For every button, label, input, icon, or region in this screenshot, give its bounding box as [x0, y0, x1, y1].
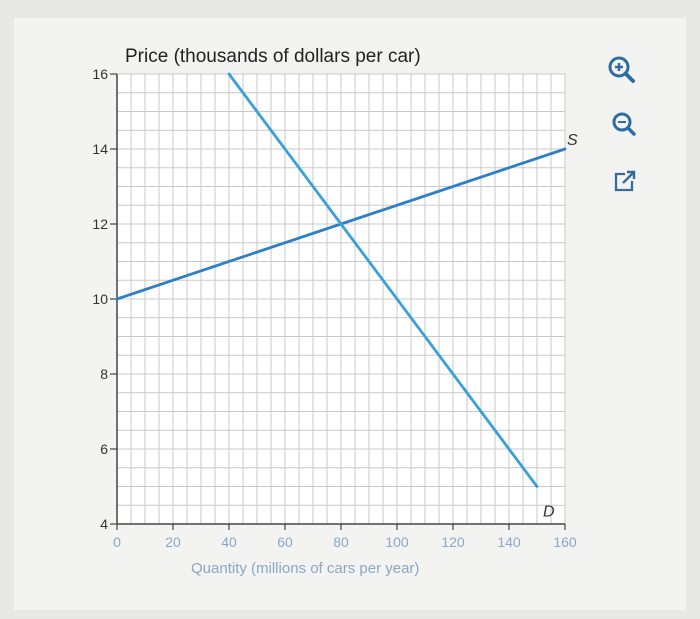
zoom-out-icon: [612, 112, 636, 136]
x-tick-label: 0: [113, 534, 121, 550]
y-tick-label: 12: [92, 216, 108, 232]
x-tick-label: 60: [277, 534, 293, 550]
y-tick-label: 6: [100, 441, 108, 457]
x-axis-label: Quantity (millions of cars per year): [191, 560, 419, 577]
y-tick-label: 16: [92, 66, 108, 82]
y-tick-label: 10: [92, 291, 108, 307]
zoom-in-button[interactable]: [606, 54, 638, 86]
y-tick-label: 4: [100, 516, 108, 532]
curve-label-d: D: [543, 504, 555, 521]
x-tick-label: 100: [385, 534, 409, 550]
y-tick-label: 8: [100, 366, 108, 382]
chart-title: Price (thousands of dollars per car): [125, 46, 421, 67]
zoom-out-button[interactable]: [610, 110, 638, 138]
x-tick-label: 120: [441, 534, 465, 550]
zoom-in-icon: [608, 56, 635, 83]
external-link-icon: [614, 170, 636, 192]
x-tick-label: 20: [165, 534, 181, 550]
y-tick-label: 14: [92, 141, 108, 157]
popout-button[interactable]: [612, 168, 638, 194]
x-tick-label: 160: [553, 534, 577, 550]
grid-lines: [116, 73, 566, 525]
x-tick-label: 80: [333, 534, 349, 550]
series-group: [115, 72, 567, 488]
series-line-d[interactable]: [227, 72, 539, 488]
x-tick-label: 40: [221, 534, 237, 550]
curve-label-s: S: [567, 132, 578, 149]
x-tick-label: 140: [497, 534, 521, 550]
